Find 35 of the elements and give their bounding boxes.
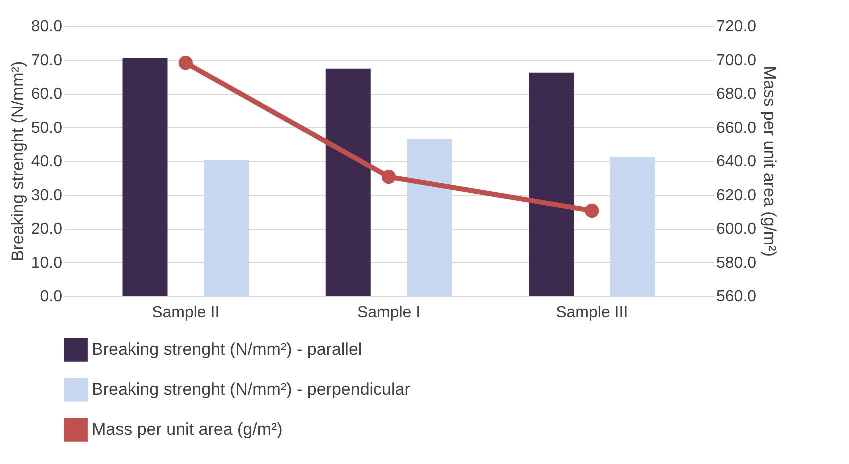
legend-label: Mass per unit area (g/m²) [92, 420, 283, 439]
y2-tick-label: 560.0 [716, 288, 757, 306]
y-tick-label: 10.0 [31, 254, 63, 272]
y-axis-title: Breaking strenght (N/mm²) [8, 61, 28, 262]
bar [407, 139, 452, 296]
legend-label: Breaking strenght (N/mm²) - perpendicular [92, 380, 411, 399]
y-tick-label: 30.0 [31, 187, 63, 204]
y-tick-label: 0.0 [40, 288, 63, 306]
y2-tick-label: 700.0 [716, 52, 757, 70]
y-tick-label: 60.0 [31, 86, 63, 103]
y2-tick-label: 640.0 [716, 154, 757, 170]
x-tick-label: Sample II [152, 304, 220, 322]
y2-tick-label: 660.0 [716, 120, 757, 137]
y-tick-label: 40.0 [31, 154, 63, 170]
point [382, 170, 396, 184]
bar [610, 156, 656, 296]
y2-tick-label: 580.0 [716, 254, 757, 272]
x-tick-label: Sample I [357, 304, 421, 322]
y2-tick-label: 680.0 [716, 86, 757, 103]
y-tick-label: 80.0 [31, 18, 63, 36]
y2-tick-label: 620.0 [716, 187, 757, 204]
bar [122, 58, 168, 296]
bar [529, 72, 574, 296]
x-tick-label: Sample III [556, 304, 628, 322]
legend-label: Breaking strenght (N/mm²) - parallel [92, 340, 362, 359]
y-tick-label: 50.0 [31, 120, 63, 137]
bar [326, 68, 371, 296]
y-tick-label: 70.0 [31, 52, 63, 70]
point [178, 56, 193, 70]
bar [204, 160, 249, 296]
y-tick-label: 20.0 [31, 221, 63, 238]
point [585, 204, 600, 218]
y2-axis-title: Mass per unit area (g/m²) [760, 66, 780, 257]
y2-tick-label: 600.0 [716, 221, 757, 238]
y2-tick-label: 720.0 [716, 18, 757, 36]
